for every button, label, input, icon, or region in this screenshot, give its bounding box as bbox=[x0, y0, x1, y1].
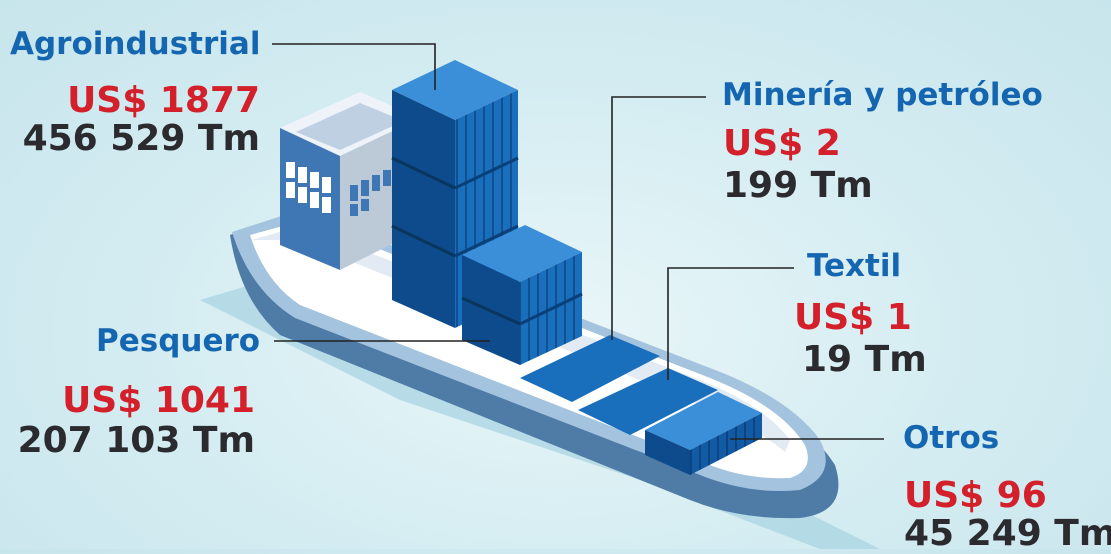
value-otros: US$ 96 bbox=[904, 475, 1047, 516]
value-pesquero: US$ 1041 bbox=[62, 380, 255, 421]
value-agroindustrial: US$ 1877 bbox=[67, 80, 260, 121]
tonnage-agroindustrial: 456 529 Tm bbox=[22, 118, 260, 159]
value-mineria: US$ 2 bbox=[723, 123, 841, 164]
label-textil: Textil bbox=[807, 248, 902, 284]
label-agroindustrial: Agroindustrial bbox=[10, 26, 261, 62]
hatch-panel-mineria bbox=[520, 335, 660, 402]
leader-agroindustrial bbox=[272, 43, 436, 90]
tonnage-otros: 45 249 Tm bbox=[904, 513, 1111, 554]
tonnage-textil: 19 Tm bbox=[802, 339, 927, 380]
leader-textil bbox=[667, 267, 794, 380]
label-pesquero: Pesquero bbox=[96, 323, 261, 359]
tonnage-pesquero: 207 103 Tm bbox=[17, 420, 255, 461]
leader-mineria bbox=[611, 96, 706, 340]
hatch-panel-textil bbox=[578, 368, 718, 435]
tonnage-mineria: 199 Tm bbox=[723, 165, 873, 206]
label-otros: Otros bbox=[903, 420, 1000, 456]
container-stack-medium bbox=[461, 225, 583, 365]
container-small bbox=[645, 392, 762, 475]
value-textil: US$ 1 bbox=[794, 297, 912, 338]
label-mineria: Minería y petróleo bbox=[722, 77, 1043, 113]
